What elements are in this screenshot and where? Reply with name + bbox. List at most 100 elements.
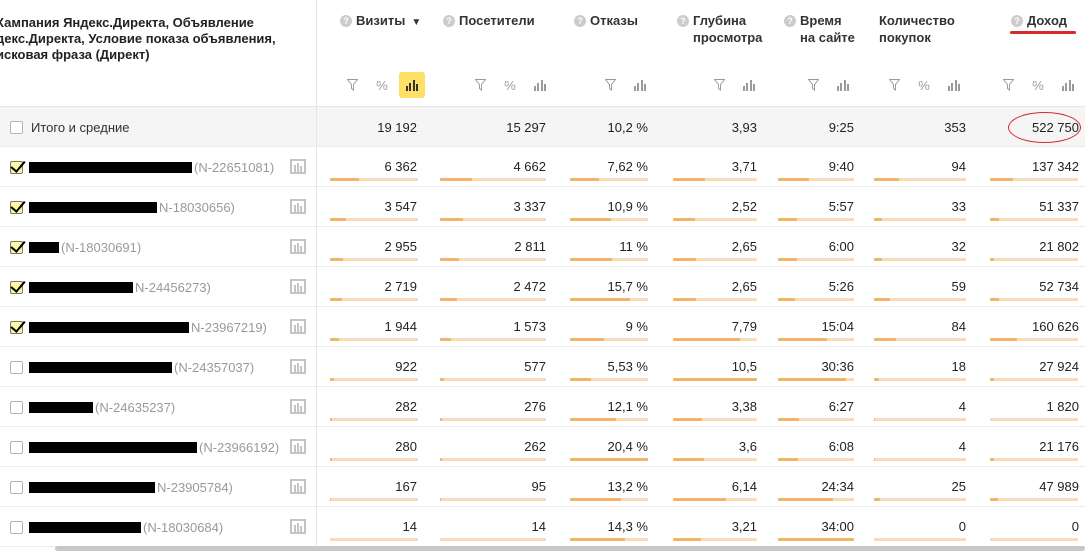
row-checkbox[interactable] <box>10 241 23 254</box>
column-header-time[interactable]: ? Время на сайте <box>772 0 865 107</box>
cell-bar-fill <box>440 218 464 221</box>
total-row[interactable]: Итого и средние 19 192 15 297 10,2 % 3,93 9:2… <box>0 107 1085 147</box>
table-row[interactable]: (N-18030691) 2 955 2 811 11 % 2,65 6:00 32 21 8… <box>0 227 1085 267</box>
column-header-purchases[interactable]: Количество покупок% <box>865 0 985 107</box>
bar-chart-icon[interactable] <box>1055 72 1081 98</box>
bar-chart-icon[interactable] <box>736 72 762 98</box>
row-chart-icon[interactable] <box>290 439 306 454</box>
column-header-depth[interactable]: ? Глубина просмотра <box>668 0 772 107</box>
row-label[interactable]: N-23905784) <box>29 480 233 495</box>
help-icon[interactable]: ? <box>784 15 796 27</box>
help-icon[interactable]: ? <box>443 15 455 27</box>
row-chart-icon[interactable] <box>290 479 306 494</box>
sort-desc-icon[interactable]: ▼ <box>411 17 422 28</box>
row-label[interactable]: N-18030656) <box>29 200 235 215</box>
percent-icon[interactable]: % <box>504 77 516 93</box>
filter-icon[interactable] <box>339 72 365 98</box>
help-icon[interactable]: ? <box>677 15 689 27</box>
cell-visitors: 276 <box>524 399 546 414</box>
row-label[interactable]: N-24456273) <box>29 280 211 295</box>
row-checkbox[interactable] <box>10 161 23 174</box>
column-header-revenue[interactable]: ? Доход% <box>985 0 1085 107</box>
cell-purchases: 33 <box>951 199 966 214</box>
table-row[interactable]: N-24456273) 2 719 2 472 15,7 % 2,65 5:26 59 52 … <box>0 267 1085 307</box>
cell-bar-visitors <box>440 258 546 261</box>
column-title-purchases[interactable]: Количество покупок <box>879 12 955 46</box>
filter-icon[interactable] <box>881 72 907 98</box>
column-title-bounces[interactable]: ? Отказы <box>574 12 638 29</box>
column-header-bounces[interactable]: ? Отказы <box>571 0 668 107</box>
help-icon[interactable]: ? <box>574 15 586 27</box>
row-label[interactable]: (N-18030684) <box>29 520 223 535</box>
percent-icon[interactable]: % <box>918 77 930 93</box>
filter-icon[interactable] <box>467 72 493 98</box>
row-chart-icon[interactable] <box>290 319 306 334</box>
column-header-visitors[interactable]: ? Посетители% <box>443 0 571 107</box>
bar-chart-icon[interactable] <box>941 72 967 98</box>
row-label[interactable]: (N-24635237) <box>29 400 175 415</box>
cell-bar-fill <box>330 178 360 181</box>
bar-chart-icon[interactable] <box>527 72 553 98</box>
row-chart-icon[interactable] <box>290 239 306 254</box>
cell-purchases: 0 <box>958 519 966 534</box>
row-label[interactable]: (N-24357037) <box>29 360 254 375</box>
column-tools-visits: % <box>335 72 425 98</box>
row-checkbox[interactable] <box>10 121 23 134</box>
dimension-cell: N-23967219) <box>0 307 317 347</box>
column-title-visits[interactable]: ? Визиты ▼ <box>340 12 421 31</box>
row-checkbox[interactable] <box>10 201 23 214</box>
percent-icon[interactable]: % <box>376 77 388 93</box>
row-label[interactable]: N-23967219) <box>29 320 267 335</box>
table-row[interactable]: (N-24635237) 282 276 12,1 % 3,38 6:27 4 1 820 <box>0 387 1085 427</box>
bar-chart-icon[interactable] <box>399 72 425 98</box>
table-row[interactable]: (N-24357037) 922 577 5,53 % 10,5 30:36 18 27 92… <box>0 347 1085 387</box>
bar-chart-icon[interactable] <box>627 72 653 98</box>
help-icon[interactable]: ? <box>1011 15 1023 27</box>
filter-icon[interactable] <box>597 72 623 98</box>
row-label[interactable]: Итого и средние <box>31 120 130 135</box>
table-row[interactable]: N-23905784) 167 95 13,2 % 6,14 24:34 25 47 989 <box>0 467 1085 507</box>
row-chart-icon[interactable] <box>290 519 306 534</box>
cell-bar-fill <box>673 218 695 221</box>
row-chart-icon[interactable] <box>290 159 306 174</box>
row-checkbox[interactable] <box>10 361 23 374</box>
column-title-revenue[interactable]: ? Доход <box>1011 12 1067 29</box>
row-chart-icon[interactable] <box>290 399 306 414</box>
row-chart-icon[interactable] <box>290 279 306 294</box>
filter-icon[interactable] <box>800 72 826 98</box>
filter-icon[interactable] <box>706 72 732 98</box>
cell-time: 5:57 <box>828 199 854 214</box>
cell-bar-fill <box>330 498 331 501</box>
column-header-visits[interactable]: ? Визиты ▼% <box>317 0 443 107</box>
row-checkbox[interactable] <box>10 481 23 494</box>
table-row[interactable]: N-23967219) 1 944 1 573 9 % 7,79 15:04 84 160 6… <box>0 307 1085 347</box>
table-row[interactable]: (N-22651081) 6 362 4 662 7,62 % 3,71 9:40 94 13… <box>0 147 1085 187</box>
cell-bar-fill <box>673 298 696 301</box>
column-title-visitors[interactable]: ? Посетители <box>443 12 535 29</box>
cell-bar-bounces <box>570 458 648 461</box>
row-checkbox[interactable] <box>10 401 23 414</box>
row-checkbox[interactable] <box>10 441 23 454</box>
percent-icon[interactable]: % <box>1032 77 1044 93</box>
horizontal-scrollbar[interactable] <box>55 546 1085 551</box>
table-row[interactable]: (N-18030684) 14 14 14,3 % 3,21 34:00 0 0 <box>0 507 1085 547</box>
row-checkbox[interactable] <box>10 521 23 534</box>
column-label: Визиты <box>356 13 406 28</box>
row-chart-icon[interactable] <box>290 359 306 374</box>
column-title-time[interactable]: ? Время на сайте <box>784 12 855 46</box>
row-label[interactable]: (N-18030691) <box>29 240 141 255</box>
filter-icon[interactable] <box>995 72 1021 98</box>
row-label[interactable]: (N-22651081) <box>29 160 274 175</box>
help-icon[interactable]: ? <box>340 15 352 27</box>
cell-bar-fill <box>990 458 994 461</box>
bar-chart-icon[interactable] <box>830 72 856 98</box>
table-row[interactable]: N-18030656) 3 547 3 337 10,9 % 2,52 5:57 33 51 … <box>0 187 1085 227</box>
row-chart-icon[interactable] <box>290 199 306 214</box>
row-id: (N-18030684) <box>143 520 224 535</box>
row-label[interactable]: (N-23966192) <box>29 440 279 455</box>
column-title-depth[interactable]: ? Глубина просмотра <box>677 12 762 46</box>
cell-bar-purchases <box>874 458 966 461</box>
table-row[interactable]: (N-23966192) 280 262 20,4 % 3,6 6:08 4 21 176 <box>0 427 1085 467</box>
row-checkbox[interactable] <box>10 321 23 334</box>
row-checkbox[interactable] <box>10 281 23 294</box>
